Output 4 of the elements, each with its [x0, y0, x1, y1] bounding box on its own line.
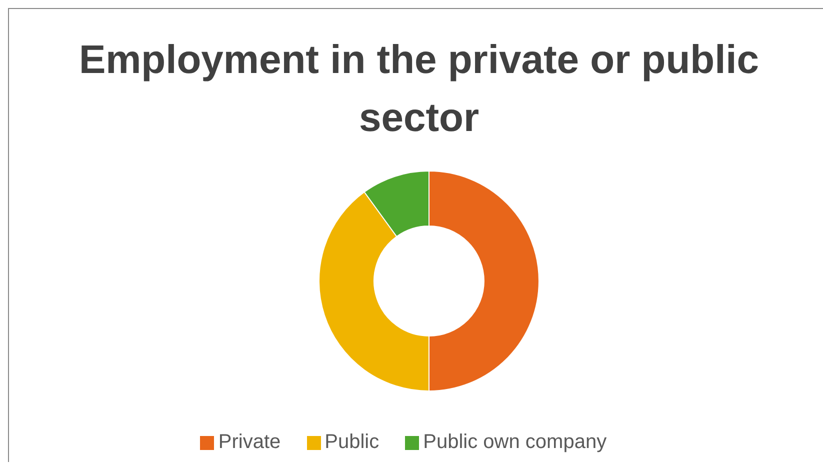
- legend-label: Public: [324, 431, 380, 453]
- legend-label: Private: [218, 431, 281, 453]
- legend-label: Public own company: [423, 431, 607, 453]
- chart-title: Employment in the private or public sector: [78, 37, 760, 142]
